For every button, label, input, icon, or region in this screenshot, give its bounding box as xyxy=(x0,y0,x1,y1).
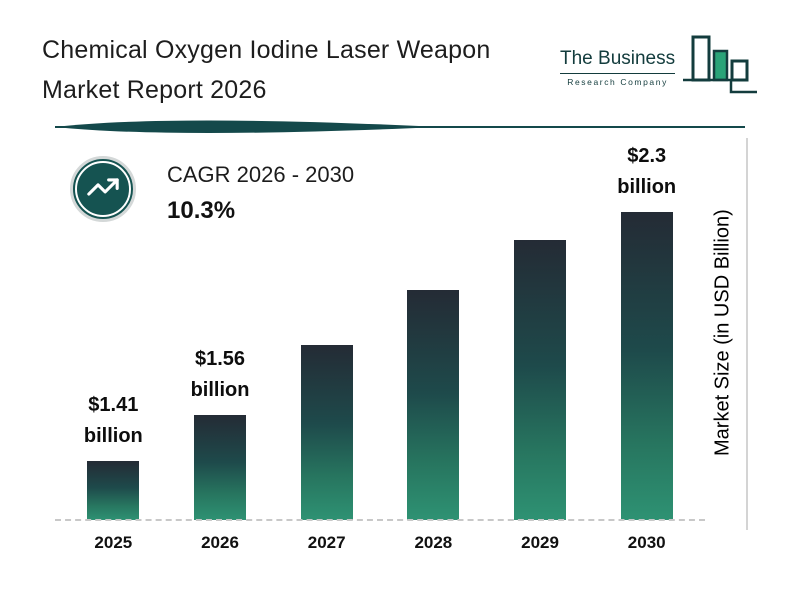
x-axis-label-2028: 2028 xyxy=(414,533,453,552)
company-logo-name: The Business xyxy=(560,48,676,74)
page-title-line2: Market Report 2026 xyxy=(42,76,267,104)
x-axis-label-2029: 2029 xyxy=(521,533,559,552)
bar-2028 xyxy=(407,290,460,520)
bar-column-2025: $1.41 billion xyxy=(60,140,167,520)
y-axis-title: Market Size (in USD Billion) xyxy=(711,209,734,456)
bar-value-label-2030: $2.3 billion xyxy=(617,145,677,198)
bar-value-label-2026: $1.56 billion xyxy=(190,348,250,401)
cagr-text-block: CAGR 2026 - 2030 10.3% xyxy=(167,162,354,225)
x-axis-label-2025: 2025 xyxy=(94,533,133,552)
bar-column-2027 xyxy=(273,140,380,520)
bar-column-2026: $1.56 billion xyxy=(167,140,274,520)
company-logo-text: The Business Research Company xyxy=(560,48,676,87)
bar-2025 xyxy=(87,461,140,520)
bar-column-2029 xyxy=(487,140,594,520)
company-logo-subtitle: Research Company xyxy=(567,77,668,87)
x-axis-label-2027: 2027 xyxy=(307,533,346,552)
bar-2029 xyxy=(514,240,567,520)
x-axis-baseline xyxy=(55,519,705,521)
bar-column-2030: $2.3 billion xyxy=(593,140,700,520)
page-title-line1: Chemical Oxygen Iodine Laser Weapon xyxy=(42,36,491,64)
bar-column-2028 xyxy=(380,140,487,520)
x-axis-label-2026: 2026 xyxy=(201,533,239,552)
bar-value-label-2025: $1.41 billion xyxy=(83,394,143,447)
bar-chart: $1.41 billion $1.56 billion $2.3 billion xyxy=(60,140,700,520)
cagr-badge-ring xyxy=(75,161,131,217)
company-logo: The Business Research Company xyxy=(560,34,770,112)
company-logo-bars-icon xyxy=(681,34,759,105)
cagr-value: 10.3% xyxy=(167,197,236,224)
bar-2026 xyxy=(194,415,246,520)
divider-swoosh xyxy=(55,120,745,133)
bar-2027 xyxy=(300,345,353,520)
page-title: Chemical Oxygen Iodine Laser Weapon Mark… xyxy=(42,30,562,110)
bar-2030 xyxy=(620,212,673,520)
y-axis-line xyxy=(746,138,748,530)
x-axis-labels: 2025 2026 2027 2028 2029 2030 xyxy=(60,533,700,553)
cagr-label: CAGR 2026 - 2030 xyxy=(167,162,355,187)
x-axis-label-2030: 2030 xyxy=(627,533,666,552)
cagr-badge xyxy=(70,156,136,222)
